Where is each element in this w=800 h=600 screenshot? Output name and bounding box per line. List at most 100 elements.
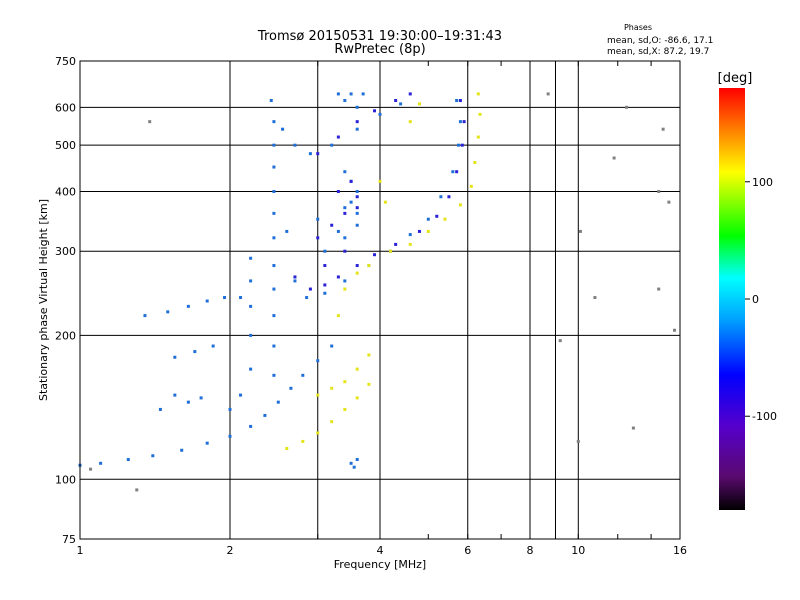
data-point-o-upper <box>336 189 340 193</box>
data-point-x <box>330 386 334 390</box>
y-tick-label: 200 <box>55 329 76 342</box>
colorbar-ticks: 100 0 -100 <box>745 176 777 423</box>
colorbar-label: [deg] <box>718 71 753 86</box>
data-point-o <box>228 434 232 438</box>
data-point-x <box>469 184 473 188</box>
data-point-o <box>272 314 276 318</box>
annotation-title: Phases <box>624 23 652 32</box>
y-tick-label: 300 <box>55 245 76 258</box>
data-point-o <box>361 92 365 96</box>
data-point-x <box>443 217 447 221</box>
data-point-o <box>349 461 353 465</box>
data-point-scatter <box>657 287 661 291</box>
data-point-o <box>272 344 276 348</box>
data-point-o <box>305 296 309 300</box>
data-point-o <box>355 189 359 193</box>
data-point-o <box>249 304 253 308</box>
data-point-x <box>473 160 477 164</box>
data-point-o <box>272 120 276 124</box>
y-tick-label: 750 <box>55 55 76 68</box>
data-point-o <box>249 256 253 260</box>
data-point-o-upper <box>336 135 340 139</box>
data-point-o <box>276 400 280 404</box>
data-point-scatter <box>667 200 671 204</box>
data-point-o <box>272 373 276 377</box>
data-point-o <box>458 120 462 124</box>
annotation-line-x: mean, sd,X: 87.2, 19.7 <box>607 47 709 57</box>
data-point-x <box>458 203 462 207</box>
data-point-x <box>355 367 359 371</box>
data-point-x <box>367 353 371 357</box>
data-point-scatter <box>673 328 677 332</box>
data-point-o-upper <box>455 170 459 174</box>
data-point-o <box>330 143 334 147</box>
data-point-o-upper <box>308 287 312 291</box>
data-point-o <box>186 304 190 308</box>
y-tick-label: 100 <box>55 473 76 486</box>
data-point-scatter <box>89 467 93 471</box>
y-tick-label: 400 <box>55 185 76 198</box>
data-point-o <box>193 350 197 354</box>
data-point-o <box>343 279 347 283</box>
data-point-o-upper <box>355 195 359 199</box>
data-point-o-upper <box>293 275 297 279</box>
data-point-o <box>249 279 253 283</box>
data-point-x <box>417 102 421 106</box>
data-point-scatter <box>546 92 550 96</box>
x-axis-label: Frequency [MHz] <box>334 558 426 571</box>
data-point-x <box>343 380 347 384</box>
data-point-o <box>249 424 253 428</box>
data-point-o-upper <box>355 206 359 210</box>
data-point-o <box>199 396 203 400</box>
data-point-o <box>399 102 403 106</box>
data-point-o-upper <box>316 152 320 156</box>
data-point-o-upper <box>394 242 398 246</box>
x-tick-label: 1 <box>77 544 84 557</box>
data-point-o <box>343 170 347 174</box>
data-point-o <box>355 127 359 131</box>
data-point-o <box>293 279 297 283</box>
data-point-o <box>263 413 267 417</box>
data-point-scatter <box>657 189 661 193</box>
data-point-x <box>476 135 480 139</box>
data-point-o <box>293 143 297 147</box>
data-point-o <box>330 344 334 348</box>
data-point-o <box>99 461 103 465</box>
data-point-o <box>349 200 353 204</box>
data-point-x <box>343 407 347 411</box>
data-point-o <box>323 291 327 295</box>
data-point-x <box>367 382 371 386</box>
data-point-o <box>223 296 227 300</box>
x-tick-label: 4 <box>377 544 384 557</box>
data-point-o <box>269 99 273 103</box>
data-point-o <box>426 217 430 221</box>
data-point-o <box>323 249 327 253</box>
data-point-x <box>478 112 482 116</box>
x-tick-label: 6 <box>464 544 471 557</box>
data-point-o <box>457 143 461 147</box>
data-point-o <box>272 236 276 240</box>
data-point-o <box>173 355 177 359</box>
colorbar <box>719 88 745 510</box>
data-point-o <box>272 165 276 169</box>
data-point-x <box>355 396 359 400</box>
data-point-scatter <box>135 488 139 492</box>
data-point-x <box>367 264 371 268</box>
data-point-o-upper <box>336 275 340 279</box>
data-point-o-upper <box>330 223 334 227</box>
data-point-x <box>383 200 387 204</box>
chart-title: Tromsø 20150531 19:30:00–19:31:43 <box>257 29 502 44</box>
data-point-o-upper <box>435 214 439 218</box>
data-point-o <box>239 393 243 397</box>
data-point-o <box>355 457 359 461</box>
data-point-scatter <box>661 127 665 131</box>
data-point-o-upper <box>343 249 347 253</box>
data-point-o <box>272 287 276 291</box>
data-point-scatter <box>578 229 582 233</box>
data-point-o <box>143 314 147 318</box>
data-point-scatter <box>558 339 562 343</box>
points-layer <box>78 92 677 492</box>
data-point-x <box>378 179 382 183</box>
data-point-o <box>455 99 459 103</box>
